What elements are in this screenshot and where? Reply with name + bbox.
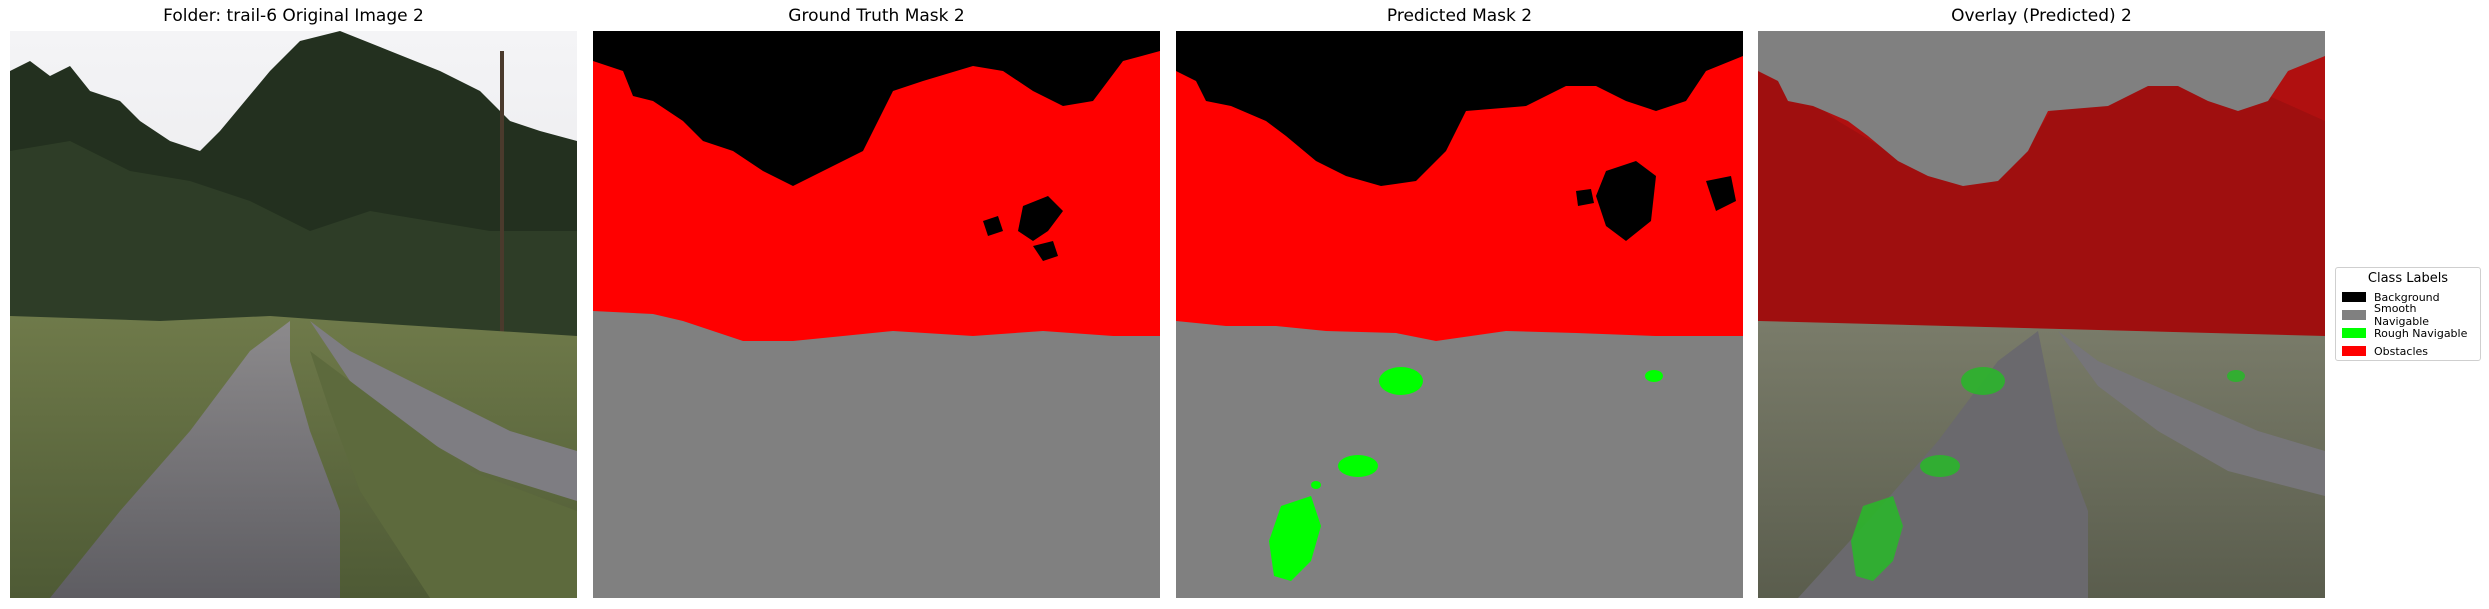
legend-label: Background xyxy=(2374,290,2440,304)
legend-label: Rough Navigable xyxy=(2374,326,2468,340)
legend-label: Smooth Navigable xyxy=(2374,302,2430,328)
legend-item-background: Background xyxy=(2342,288,2474,306)
original-image xyxy=(10,31,577,598)
class-labels-legend: Class Labels Background Smooth Navigable… xyxy=(2335,267,2481,361)
predicted-mask xyxy=(1176,31,1743,598)
legend-item-obstacles: Obstacles xyxy=(2342,342,2474,360)
ground-truth-title: Ground Truth Mask 2 xyxy=(788,6,965,26)
legend-swatch-obstacles xyxy=(2342,346,2366,356)
legend-label: Obstacles xyxy=(2374,344,2429,358)
predicted-mask-title: Predicted Mask 2 xyxy=(1386,6,1533,26)
legend-title: Class Labels xyxy=(2367,271,2449,286)
overlay-image xyxy=(1758,31,2325,598)
legend-swatch-smooth-navigable xyxy=(2342,310,2366,320)
legend-swatch-background xyxy=(2342,292,2366,302)
ground-truth-mask xyxy=(593,31,1160,598)
legend-swatch-rough-navigable xyxy=(2342,328,2366,338)
legend-item-rough-navigable: Rough Navigable xyxy=(2342,324,2474,342)
legend-item-smooth-navigable: Smooth Navigable xyxy=(2342,302,2474,328)
overlay-title: Overlay (Predicted) 2 xyxy=(1951,6,2132,26)
original-image-title: Folder: trail-6 Original Image 2 xyxy=(163,6,424,26)
